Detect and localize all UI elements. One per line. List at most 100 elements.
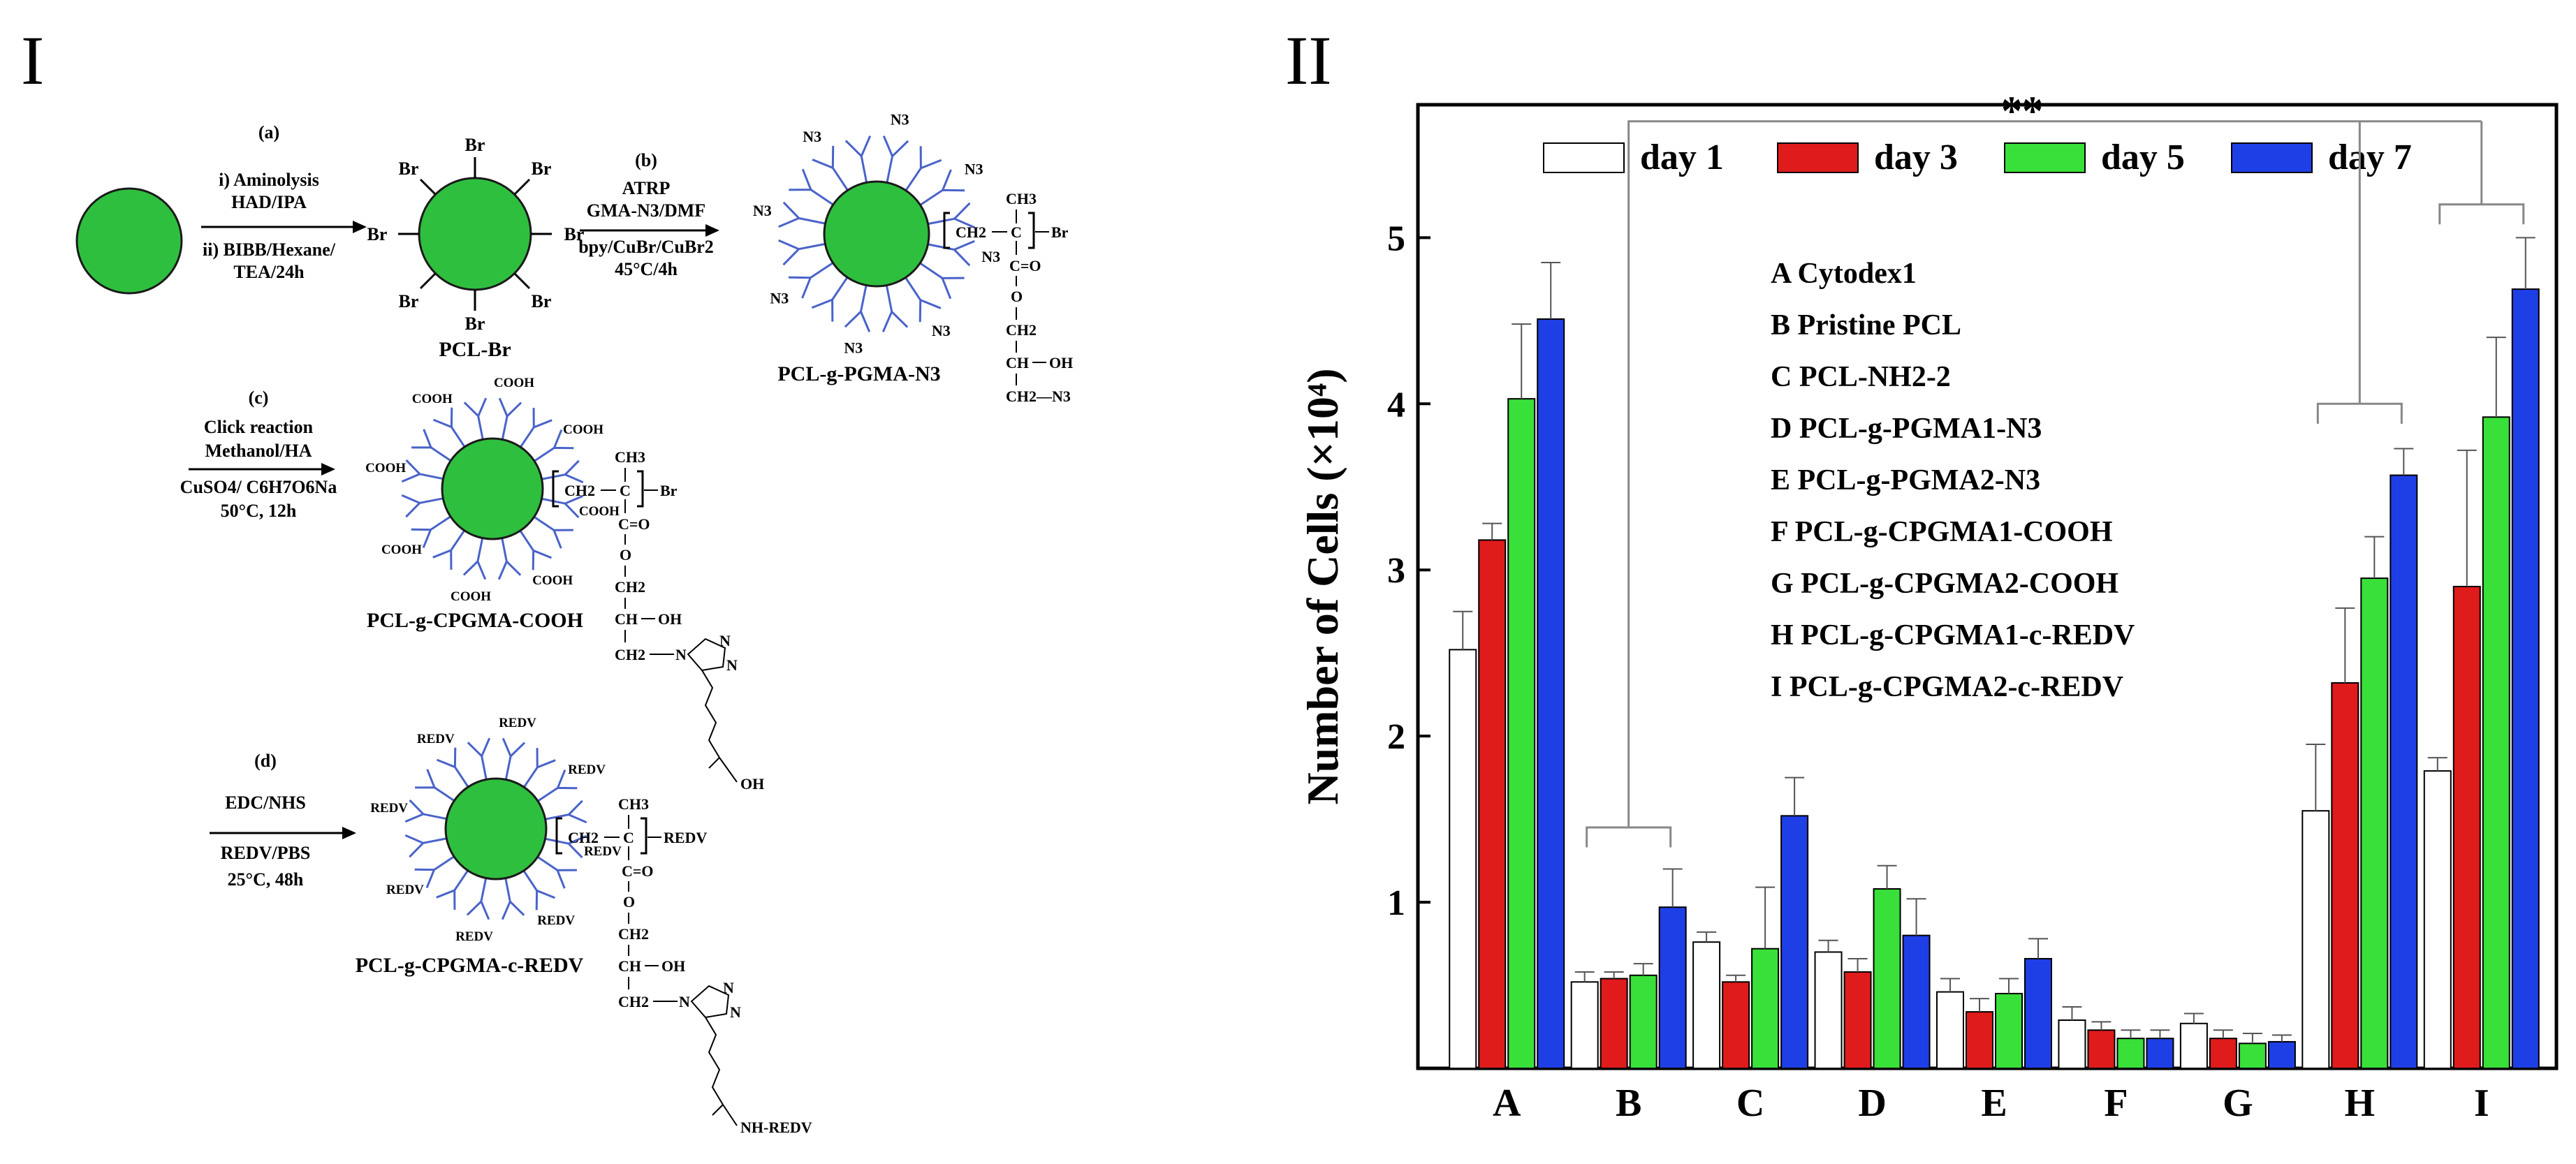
- br-label: Br: [399, 291, 419, 311]
- br-label: Br: [532, 159, 552, 179]
- chain-ch: CH: [1006, 354, 1029, 371]
- pcl-br-particle: Br Br Br Br Br Br Br Br PCL-Br: [367, 135, 585, 361]
- bar: [1570, 981, 1599, 1070]
- graft-chain: [414, 855, 455, 889]
- bar: [1751, 948, 1780, 1070]
- legend-swatch: [1543, 142, 1625, 173]
- graft-chain: [466, 878, 490, 920]
- significance-marker: **: [2001, 88, 2043, 134]
- redv-label: REDV: [537, 913, 575, 928]
- cooh-label: COOH: [451, 589, 491, 604]
- graft-chain: [432, 407, 466, 448]
- x-tick-label: G: [2223, 1082, 2253, 1125]
- chain-ch2: CH2: [1006, 321, 1037, 339]
- step-b-line-2: GMA-N3/DMF: [587, 200, 705, 221]
- legend: day 1 day 3 day 5 day 7: [1543, 138, 2412, 177]
- bar: [2267, 1040, 2296, 1069]
- bar: [2087, 1029, 2116, 1070]
- step-a-line-1: i) Aminolysis: [219, 170, 319, 190]
- chain-c: C: [623, 829, 634, 846]
- graft-chain: [436, 869, 469, 910]
- step-b: (b) ATRP GMA-N3/DMF bpy/CuBr/CuBr2 45°C/…: [578, 150, 719, 279]
- step-d: (d) EDC/NHS REDV/PBS 25°C, 48h: [210, 751, 356, 890]
- graft-chain: [928, 202, 975, 229]
- chain-structure-d: CH2 C REDV CH3 C=O O CH2 CH OH CH2 N N N: [555, 795, 812, 1136]
- product-pcl-g-pgma-n3: PCL-g-PGMA-N3: [777, 362, 940, 385]
- bar: [2209, 1038, 2237, 1069]
- step-a-line-2: HAD/IPA: [231, 192, 307, 212]
- chain-ch2: CH2: [568, 829, 599, 846]
- graft-chain: [919, 262, 965, 300]
- step-c-label: (c): [249, 388, 269, 408]
- n3-label: N3: [770, 289, 789, 307]
- triazole-ring-icon: [690, 985, 730, 1019]
- graft-chain: [928, 240, 975, 267]
- x-tick-label: B: [1616, 1082, 1641, 1125]
- pcl-g-cpgma-c-redv-bead: [444, 777, 548, 881]
- y-tick-label: 1: [1387, 883, 1405, 923]
- y-tick-label: 5: [1387, 219, 1405, 258]
- bar: [1966, 1011, 1993, 1069]
- graft-chain: [536, 855, 577, 889]
- chain-ch2: CH2: [615, 578, 645, 596]
- chain-acid-oh: OH: [740, 775, 764, 793]
- chain-ch2: CH2: [618, 993, 649, 1010]
- legend-swatch: [2004, 142, 2086, 173]
- chain-ch: CH: [615, 610, 638, 628]
- bar: [2179, 1022, 2208, 1070]
- step-d-label: (d): [254, 751, 277, 771]
- product-pcl-g-cpgma-c-redv: PCL-g-CPGMA-c-REDV: [356, 954, 584, 977]
- cooh-label: COOH: [365, 461, 406, 476]
- bar-chart: Number of Cells (×10⁴) 1 2 3 4 5 A B C D E F G H I d…: [1298, 88, 2559, 1125]
- graft-chain: [881, 285, 909, 332]
- n3-label: N3: [981, 248, 1000, 265]
- graft-chain: [789, 168, 834, 206]
- cooh-label: COOH: [579, 504, 620, 519]
- pcl-br-bead: [418, 177, 532, 291]
- arrowhead-icon: [321, 463, 335, 476]
- graft-chain: [404, 799, 447, 823]
- sample-key-item: G PCL-g-CPGMA2-COOH: [1771, 568, 2118, 600]
- significance-bracket: **: [1586, 88, 2525, 848]
- graft-chain: [778, 239, 826, 266]
- graft-chain: [534, 429, 574, 462]
- sample-key-item: F PCL-g-CPGMA1-COOH: [1771, 516, 2113, 548]
- graft-chain: [545, 834, 587, 859]
- bar: [1995, 992, 2023, 1069]
- chain-c: C: [620, 482, 631, 499]
- br-label: Br: [465, 314, 485, 334]
- chain-ch2: CH2: [564, 482, 595, 499]
- bar: [2301, 810, 2330, 1069]
- n3-label: N3: [965, 161, 983, 178]
- sample-key-item: D PCL-g-PGMA1-N3: [1771, 413, 2042, 445]
- x-tick-label: D: [1858, 1082, 1886, 1125]
- y-tick-label: 2: [1387, 717, 1405, 757]
- chain-co: C=O: [618, 515, 650, 533]
- pcl-g-cpgma-cooh-particle: COOH COOH COOH COOH COOH COOH COOH COOH PCL-g-C…: [365, 376, 620, 632]
- legend-swatch: [1777, 142, 1859, 173]
- pcl-microsphere: [75, 187, 183, 295]
- arrowhead-icon: [705, 224, 719, 237]
- product-pcl-br: PCL-Br: [439, 338, 511, 361]
- n3-label: N3: [803, 128, 821, 145]
- bar: [2390, 474, 2418, 1069]
- legend-label: day 5: [2101, 138, 2185, 177]
- y-axis-label: Number of Cells (×10⁴): [1298, 368, 1347, 804]
- chain-oh: OH: [1049, 354, 1073, 371]
- sample-key: A Cytodex1 B Pristine PCL C PCL-NH2-2 D PCL…: [1771, 258, 2135, 703]
- y-tick-label: 3: [1387, 551, 1405, 591]
- sample-key-item: I PCL-g-CPGMA2-c-REDV: [1771, 671, 2123, 703]
- chain-ch3: CH3: [615, 448, 645, 466]
- br-label: Br: [532, 291, 552, 311]
- x-tick-label: F: [2104, 1082, 2128, 1125]
- graft-chain: [432, 529, 466, 570]
- pcl-g-cpgma-c-redv-particle: REDV REDV REDV REDV REDV REDV REDV REDV PCL-g-C…: [356, 716, 622, 977]
- chain-co: C=O: [1009, 257, 1041, 274]
- bar: [1814, 951, 1843, 1069]
- bar: [1478, 539, 1507, 1069]
- bar: [2024, 957, 2052, 1070]
- chain-structure-b: CH2 C Br CH3 C=O O CH2 CH OH CH2—N3: [943, 190, 1073, 405]
- bar-series: [1449, 237, 2540, 1070]
